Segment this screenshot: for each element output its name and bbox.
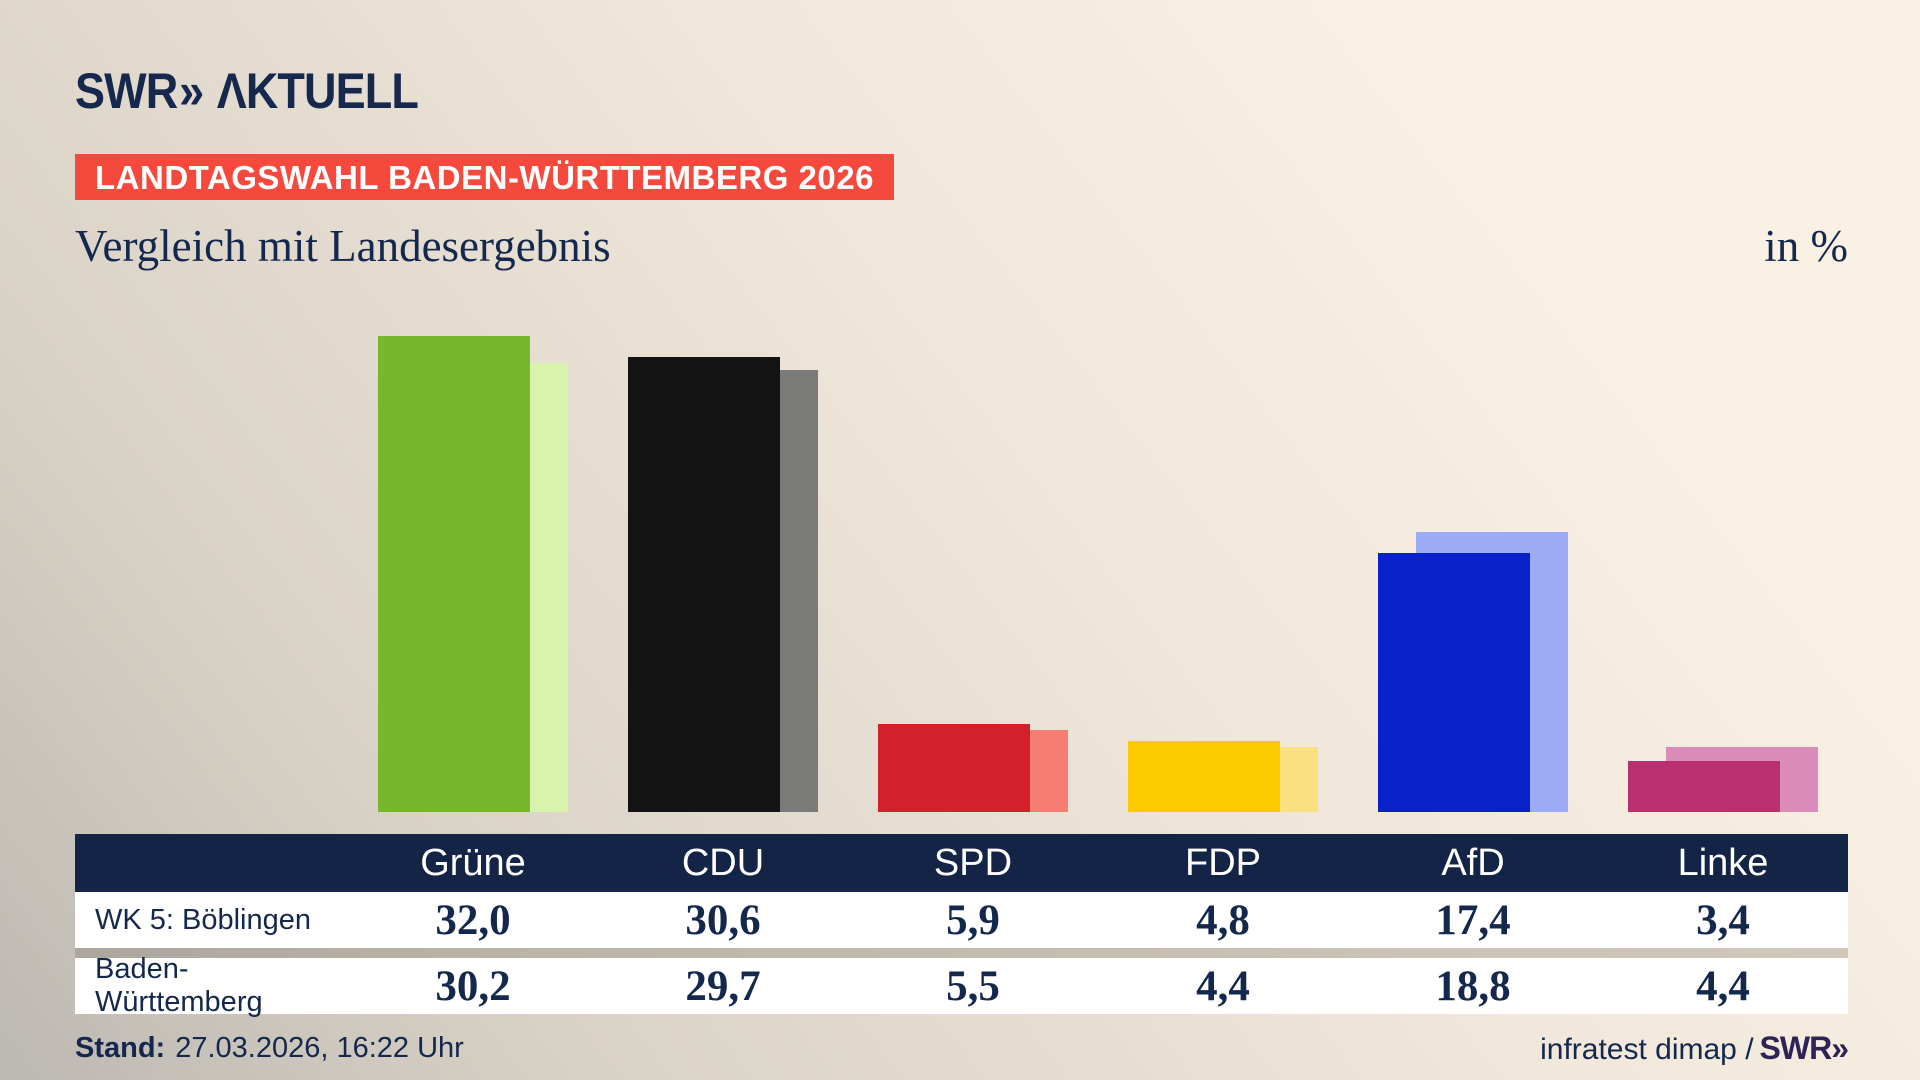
- result-value: 17,4: [1435, 896, 1511, 944]
- timestamp-note: Stand: 27.03.2026, 16:22 Uhr: [75, 1032, 464, 1065]
- result-value: 4,4: [1696, 962, 1750, 1010]
- chart-title: Vergleich mit Landesergebnis: [75, 221, 611, 271]
- swr-aktuell-logo: SWR» ΛKTUELL: [75, 62, 419, 120]
- result-value: 3,4: [1696, 896, 1750, 944]
- bar-fdp-wahlkreis: [1128, 741, 1280, 812]
- stand-value: 27.03.2026, 16:22 Uhr: [175, 1032, 464, 1064]
- result-value: 29,7: [685, 962, 761, 1010]
- source-text: infratest dimap /: [1540, 1033, 1754, 1066]
- table-row: Baden-Württemberg 30,2 29,7 5,5 4,4 18,8 4,4: [75, 953, 1848, 1018]
- result-value: 18,8: [1435, 962, 1511, 1010]
- logo-aktuell-text: ΛKTUELL: [216, 63, 419, 119]
- result-value: 30,2: [435, 962, 511, 1010]
- result-value: 5,9: [946, 896, 1000, 944]
- bar-linke-wahlkreis: [1628, 761, 1780, 812]
- row-label: WK 5: Böblingen: [95, 903, 312, 936]
- stand-label: Stand:: [75, 1032, 166, 1064]
- column-header-spd: SPD: [933, 841, 1013, 884]
- table-header-row: Grüne CDU SPD FDP AfD Linke: [75, 834, 1848, 892]
- column-header-linke: Linke: [1677, 841, 1769, 884]
- source-credit: infratest dimap / SWR»: [1540, 1030, 1849, 1067]
- result-value: 4,4: [1196, 962, 1250, 1010]
- logo-chevrons-icon: »: [179, 63, 204, 119]
- logo-swr-text: SWR: [75, 63, 178, 119]
- bar-gr-ne-wahlkreis: [378, 336, 530, 812]
- chart-title-row: Vergleich mit Landesergebnis in %: [75, 220, 1848, 272]
- column-header-grüne: Grüne: [420, 841, 526, 884]
- swr-logo-small: SWR»: [1759, 1030, 1849, 1066]
- results-table: Grüne CDU SPD FDP AfD Linke WK 5: Böblingen 32,…: [75, 834, 1848, 1018]
- bar-spd-wahlkreis: [878, 724, 1030, 812]
- result-value: 4,8: [1196, 896, 1250, 944]
- column-header-fdp: FDP: [1185, 841, 1261, 884]
- table-row: WK 5: Böblingen 32,0 30,6 5,9 4,8 17,4 3,4: [75, 892, 1848, 948]
- bar-afd-wahlkreis: [1378, 553, 1530, 812]
- election-title-badge: LANDTAGSWAHL BADEN-WÜRTTEMBERG 2026: [75, 154, 894, 200]
- result-value: 30,6: [685, 896, 761, 944]
- unit-label: in %: [1764, 221, 1848, 271]
- bar-cdu-wahlkreis: [628, 357, 780, 812]
- row-divider: [75, 948, 1848, 958]
- column-header-cdu: CDU: [681, 841, 765, 884]
- row-label: Baden-Württemberg: [95, 953, 263, 1018]
- result-value: 32,0: [435, 896, 511, 944]
- result-value: 5,5: [946, 962, 1000, 1010]
- column-header-afd: AfD: [1441, 841, 1505, 884]
